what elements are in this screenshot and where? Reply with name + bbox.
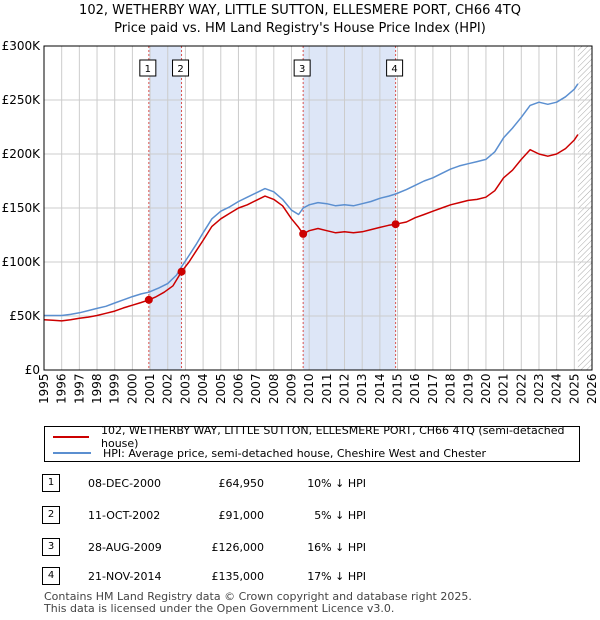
x-tick-label: 1998 [90, 373, 104, 404]
marker-box-label: 1 [145, 64, 151, 75]
y-tick-label: £50K [9, 309, 41, 323]
series-line-hpi [44, 83, 579, 317]
transaction-number: 3 [42, 538, 60, 556]
x-tick-label: 2019 [461, 373, 475, 404]
transaction-hpi: 17% ↓ HPI [307, 570, 366, 583]
transaction-price: £91,000 [218, 509, 265, 522]
x-tick-label: 2024 [550, 373, 564, 404]
x-tick-label: 2010 [302, 373, 316, 404]
x-tick-label: 2000 [125, 373, 139, 404]
x-tick-label: 2012 [338, 373, 352, 404]
transaction-price: £126,000 [211, 541, 265, 554]
transaction-number: 1 [42, 474, 60, 492]
transaction-date: 11-OCT-2002 [88, 509, 161, 522]
transaction-row: 3 28-AUG-2009 £126,000 16% ↓ HPI [42, 538, 382, 558]
x-tick-label: 2026 [585, 373, 599, 404]
y-tick-label: £200K [2, 147, 42, 161]
x-tick-label: 2015 [391, 373, 405, 404]
x-tick-label: 2020 [479, 373, 493, 404]
marker-box [139, 59, 157, 77]
marker-box [386, 59, 404, 77]
transaction-price: £135,000 [211, 570, 265, 583]
sale-point [391, 220, 400, 229]
legend-label-hpi: HPI: Average price, semi-detached house,… [103, 446, 487, 460]
transaction-row: 4 21-NOV-2014 £135,000 17% ↓ HPI [42, 567, 382, 587]
x-tick-label: 2016 [408, 373, 422, 404]
marker-box-label: 2 [177, 64, 183, 75]
sale-point [177, 267, 186, 276]
x-tick-label: 1997 [72, 373, 86, 404]
x-tick-label: 1999 [108, 373, 122, 404]
x-tick-label: 2017 [426, 373, 440, 404]
legend-label-price: 102, WETHERBY WAY, LITTLE SUTTON, ELLESM… [101, 424, 565, 450]
x-tick-label: 2021 [497, 373, 511, 404]
legend-swatch-hpi [53, 452, 91, 454]
y-tick-label: £300K [2, 39, 42, 53]
transaction-hpi: 16% ↓ HPI [307, 541, 366, 554]
x-tick-label: 2006 [231, 373, 245, 404]
x-tick-label: 2008 [267, 373, 281, 404]
x-tick-label: 2007 [249, 373, 263, 404]
transaction-date: 28-AUG-2009 [88, 541, 162, 554]
x-tick-label: 2014 [373, 373, 387, 404]
transaction-row: 2 11-OCT-2002 £91,000 5% ↓ HPI [42, 506, 382, 526]
x-tick-label: 2009 [284, 373, 298, 404]
x-tick-label: 2003 [178, 373, 192, 404]
transaction-number: 4 [42, 567, 60, 585]
transaction-row: 1 08-DEC-2000 £64,950 10% ↓ HPI [42, 474, 382, 494]
transaction-date: 21-NOV-2014 [88, 570, 162, 583]
x-tick-label: 1995 [37, 373, 51, 404]
footer-licence: This data is licensed under the Open Gov… [44, 602, 395, 615]
marker-box-label: 3 [299, 64, 305, 75]
price-chart: 1 2 3 4 £0 £50K £100K £150K £200K £250K £300K 1995 1… [2, 39, 599, 404]
transaction-hpi: 5% ↓ HPI [314, 509, 366, 522]
marker-box-label: 4 [391, 64, 397, 75]
x-tick-label: 2011 [320, 373, 334, 404]
x-tick-label: 1996 [55, 373, 69, 404]
x-tick-label: 2018 [444, 373, 458, 404]
transaction-number: 2 [42, 506, 60, 524]
chart-subtitle: Price paid vs. HM Land Registry's House … [114, 21, 486, 36]
x-tick-label: 2004 [196, 373, 210, 404]
transaction-date: 08-DEC-2000 [88, 477, 162, 490]
transaction-price: £64,950 [218, 477, 265, 490]
sale-point [144, 295, 153, 304]
y-tick-label: £150K [2, 201, 42, 215]
legend-item-hpi: HPI: Average price, semi-detached house,… [53, 445, 486, 461]
legend-swatch-price [53, 436, 89, 438]
x-tick-label: 2022 [514, 373, 528, 404]
x-tick-label: 2013 [355, 373, 369, 404]
legend-item-price: 102, WETHERBY WAY, LITTLE SUTTON, ELLESM… [53, 424, 579, 450]
x-tick-label: 2025 [567, 373, 581, 404]
sale-point [299, 229, 308, 238]
chart-title: 102, WETHERBY WAY, LITTLE SUTTON, ELLESM… [79, 3, 521, 18]
y-tick-label: £0 [25, 363, 40, 377]
y-tick-label: £250K [2, 93, 42, 107]
marker-box [293, 59, 311, 77]
x-tick-label: 2002 [161, 373, 175, 404]
plot-border [43, 45, 593, 371]
transaction-hpi: 10% ↓ HPI [307, 477, 366, 490]
legend: 102, WETHERBY WAY, LITTLE SUTTON, ELLESM… [44, 424, 580, 462]
x-tick-label: 2005 [214, 373, 228, 404]
marker-box [172, 59, 190, 77]
footer-copyright: Contains HM Land Registry data © Crown c… [44, 590, 472, 603]
x-tick-label: 2001 [143, 373, 157, 404]
y-tick-label: £100K [2, 255, 42, 269]
x-tick-label: 2023 [532, 373, 546, 404]
